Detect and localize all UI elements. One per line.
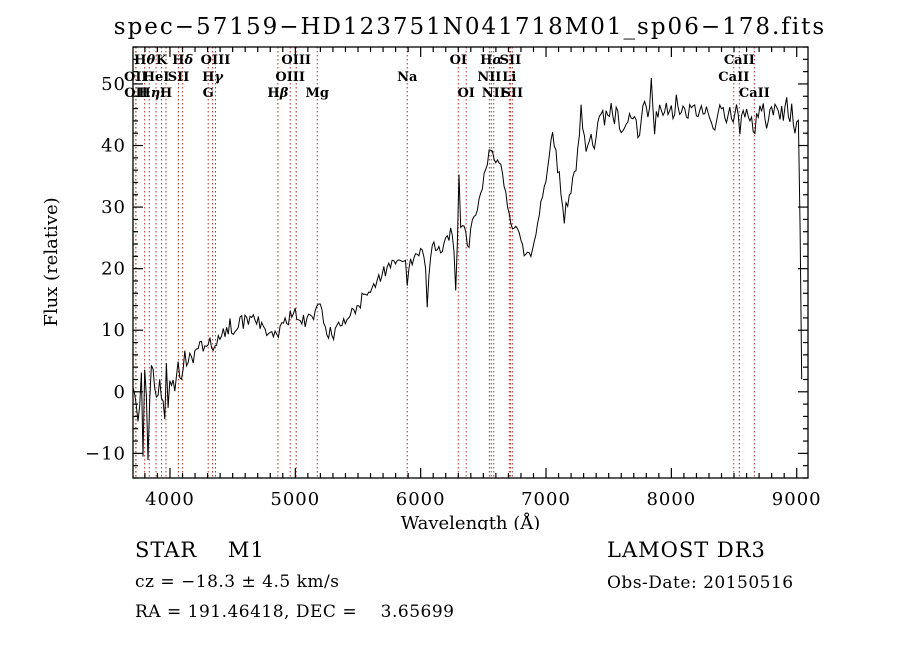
spectral-line-label: OI — [450, 53, 467, 68]
y-tick-label: 30 — [101, 197, 126, 218]
survey-release-label: LAMOST DR3 — [607, 538, 766, 562]
y-tick-label: 20 — [101, 259, 126, 280]
plot-box — [132, 46, 809, 479]
x-tick-label: 7000 — [521, 489, 571, 510]
x-tick-label: 4000 — [145, 489, 195, 510]
x-tick-label: 9000 — [772, 489, 822, 510]
spectral-line-label: G — [203, 86, 214, 101]
x-tick-label: 5000 — [270, 489, 320, 510]
spectral-line-label: Li — [502, 70, 516, 85]
spectral-line-label: CaII — [739, 86, 770, 101]
y-tick-label: −10 — [85, 443, 126, 464]
y-tick-label: 0 — [114, 382, 126, 403]
x-axis-label: Wavelength (Å) — [401, 512, 541, 530]
y-axis-ticks — [133, 46, 808, 479]
spectral-line-label: H — [160, 86, 172, 101]
y-tick-label: 40 — [101, 136, 126, 157]
spectral-line-label: OIII — [201, 53, 231, 68]
spectral-line-label: OII — [124, 70, 148, 85]
y-tick-label: 50 — [101, 74, 126, 95]
x-tick-label: 8000 — [646, 489, 696, 510]
spectral-line-label: Hα — [480, 53, 502, 68]
y-tick-label: 10 — [101, 320, 126, 341]
spectral-line-label: Hη — [138, 86, 160, 101]
spectral-line-label: Hδ — [172, 53, 193, 68]
spectral-line-label: OIII — [275, 70, 305, 85]
spectral-line-label: Na — [397, 70, 418, 85]
class-subclass-label: STAR M1 — [135, 538, 265, 562]
spectral-line-label: NII — [477, 70, 501, 85]
spectral-line-label: SII — [168, 70, 190, 85]
spectral-line-label: Hβ — [267, 86, 288, 101]
spectrum-path — [132, 77, 803, 461]
x-axis-ticks — [144, 47, 798, 478]
spectral-line-label: SII — [500, 53, 522, 68]
spectral-line-label: K — [156, 53, 168, 68]
spectral-line-label: CaII — [718, 70, 749, 85]
cz-value-label: cz = −18.3 ± 4.5 km/s — [135, 572, 340, 592]
spectral-line-label: Hθ — [134, 53, 155, 68]
spectral-line-label: CaII — [724, 53, 755, 68]
spectral-line-label: SII — [502, 86, 524, 101]
spectral-line-label: Mg — [306, 86, 329, 101]
x-tick-label: 6000 — [396, 489, 446, 510]
y-axis-label: Flux (relative) — [41, 197, 62, 326]
spectral-line-label: OIII — [281, 53, 311, 68]
spectral-line-label: Hγ — [202, 70, 224, 85]
spectrum-chart: 4000 5000 6000 7000 8000 9000 −10 0 10 20 30 40 50 Wa… — [41, 46, 822, 534]
spectral-line-label: OI — [457, 86, 474, 101]
ra-dec-label: RA = 191.46418, DEC = 3.65699 — [135, 602, 455, 622]
obs-date-label: Obs-Date: 20150516 — [607, 573, 794, 593]
spectral-line-label: HeI — [143, 70, 170, 85]
plot-title: spec−57159−HD123751N041718M01_sp06−178.f… — [113, 14, 827, 40]
spectral-line-label: NII — [482, 86, 506, 101]
spectral-line-label: OII — [124, 86, 148, 101]
